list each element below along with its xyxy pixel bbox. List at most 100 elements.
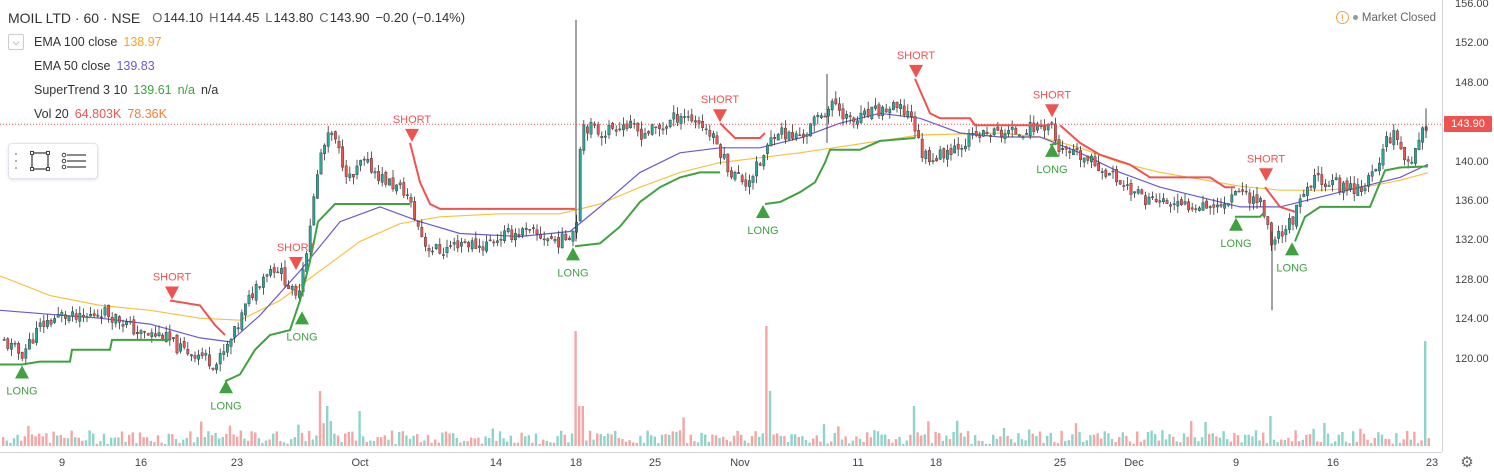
supertrend-legend[interactable]: SuperTrend 3 10 139.61 n/a n/a [8, 78, 465, 102]
candle-body [81, 314, 85, 318]
rectangle-tool-icon[interactable] [29, 150, 51, 172]
drawing-toolbox[interactable] [8, 143, 98, 179]
candle-body [892, 102, 895, 110]
volume-bar [477, 437, 480, 446]
candle-body [978, 134, 982, 138]
candle-body [53, 318, 57, 323]
volume-bar [858, 438, 862, 446]
volume-bar [578, 406, 581, 446]
candle-body [1356, 184, 1360, 196]
volume-bar [372, 441, 376, 446]
volume-bar [909, 434, 912, 446]
candle-body [582, 124, 586, 151]
candle-body [1385, 136, 1389, 147]
candle-body [1169, 204, 1173, 207]
candle-body [503, 230, 506, 242]
price-axis[interactable]: 156.00152.00148.00144.00140.00136.00132.… [1442, 0, 1494, 452]
volume-bar [984, 443, 988, 446]
current-price-tag: 143.90 [1444, 116, 1492, 133]
candle-body [870, 106, 874, 119]
candle-body [467, 242, 470, 248]
volume-bar [473, 438, 476, 446]
long-signal-label: LONG [6, 386, 37, 398]
candle-body [838, 103, 841, 111]
candle-body [1035, 123, 1039, 131]
volume-bar [1028, 429, 1031, 446]
volume-bar [1010, 439, 1013, 446]
candle-body [1269, 222, 1273, 246]
candle-body [146, 333, 150, 336]
volume-bar [20, 440, 23, 446]
chart-area[interactable]: LONG SHORT LONG LONG SHORT SHORT LONG SHORT LONG… [0, 0, 1442, 452]
volume-bar [95, 443, 98, 446]
volume-bar [192, 442, 196, 446]
volume-bar [1182, 433, 1186, 446]
long-signal-arrow [566, 247, 580, 261]
gear-icon[interactable]: ⚙ [1460, 454, 1474, 471]
volume-bar [214, 433, 217, 446]
candle-body [776, 134, 780, 141]
candle-body [1086, 155, 1090, 161]
candle-body [712, 133, 715, 138]
volume-bar [772, 434, 775, 446]
candle-body [215, 364, 218, 370]
supertrend-up-segment [574, 171, 720, 248]
menu-lines-icon[interactable] [61, 150, 87, 172]
candle-body [1097, 162, 1101, 172]
candle-body [1219, 204, 1223, 207]
candle-body [708, 130, 712, 137]
drag-handle-icon[interactable] [15, 153, 19, 169]
price-chart[interactable]: LONG SHORT LONG LONG SHORT SHORT LONG SHORT LONG… [0, 0, 1442, 452]
volume-bar [682, 417, 685, 446]
candle-body [787, 131, 791, 140]
symbol-header: MOIL LTD · 60 · NSE O 144.10 H 144.45 L 143… [8, 6, 465, 30]
volume-bar [740, 434, 743, 446]
candle-body [539, 234, 543, 239]
market-status[interactable]: ! Market Closed [1335, 11, 1436, 24]
ema50-legend[interactable]: EMA 50 close 139.83 [8, 54, 465, 78]
ema100-legend[interactable]: ⌵ EMA 100 close 138.97 [8, 30, 465, 54]
supertrend-up-segment [764, 137, 916, 205]
candle-body [283, 267, 287, 286]
short-signal-arrow [713, 109, 727, 123]
candle-body [334, 131, 337, 140]
candle-body [139, 330, 143, 334]
volume-bar [470, 437, 473, 446]
volume-bar [1233, 432, 1236, 446]
time-axis[interactable]: 9 16 23 Oct 14 18 25 Nov 11 18 25 Dec 9 16 23 [0, 452, 1442, 475]
volume-bar [1200, 437, 1204, 446]
volume-bar [581, 406, 584, 446]
volume-bar [300, 432, 304, 446]
volume-bar [164, 443, 167, 446]
candle-body [636, 122, 640, 132]
volume-bar [1290, 441, 1294, 446]
time-tick-label: Oct [351, 457, 369, 469]
candle-body [391, 177, 395, 190]
candle-body [434, 244, 438, 249]
candle-body [103, 307, 107, 316]
volume-bar [1409, 439, 1412, 446]
volume-bar [1319, 441, 1322, 446]
volume-bar [160, 442, 163, 446]
volume-bar [1308, 434, 1312, 446]
volume-bar [804, 439, 808, 446]
candle-body [312, 196, 316, 226]
candle-body [679, 115, 683, 124]
volume-bar [441, 432, 444, 446]
volume-bar [286, 443, 289, 446]
candle-body [820, 115, 823, 118]
chevron-down-icon[interactable]: ⌵ [8, 34, 24, 50]
volume-bar [340, 442, 343, 446]
warning-icon[interactable]: ! [1335, 11, 1349, 24]
volume-bar [603, 436, 606, 446]
candle-body [895, 101, 899, 108]
volume-bar [1103, 431, 1106, 446]
volume-bar [189, 431, 192, 446]
candle-body [1154, 198, 1158, 202]
volume-bar [542, 439, 545, 446]
volume-bar [729, 441, 732, 446]
volume-legend[interactable]: Vol 20 64.803K 78.36K [8, 102, 465, 126]
volume-bar [272, 433, 275, 446]
ema50-label: EMA 50 close [34, 59, 111, 73]
volume-bar [635, 443, 638, 446]
